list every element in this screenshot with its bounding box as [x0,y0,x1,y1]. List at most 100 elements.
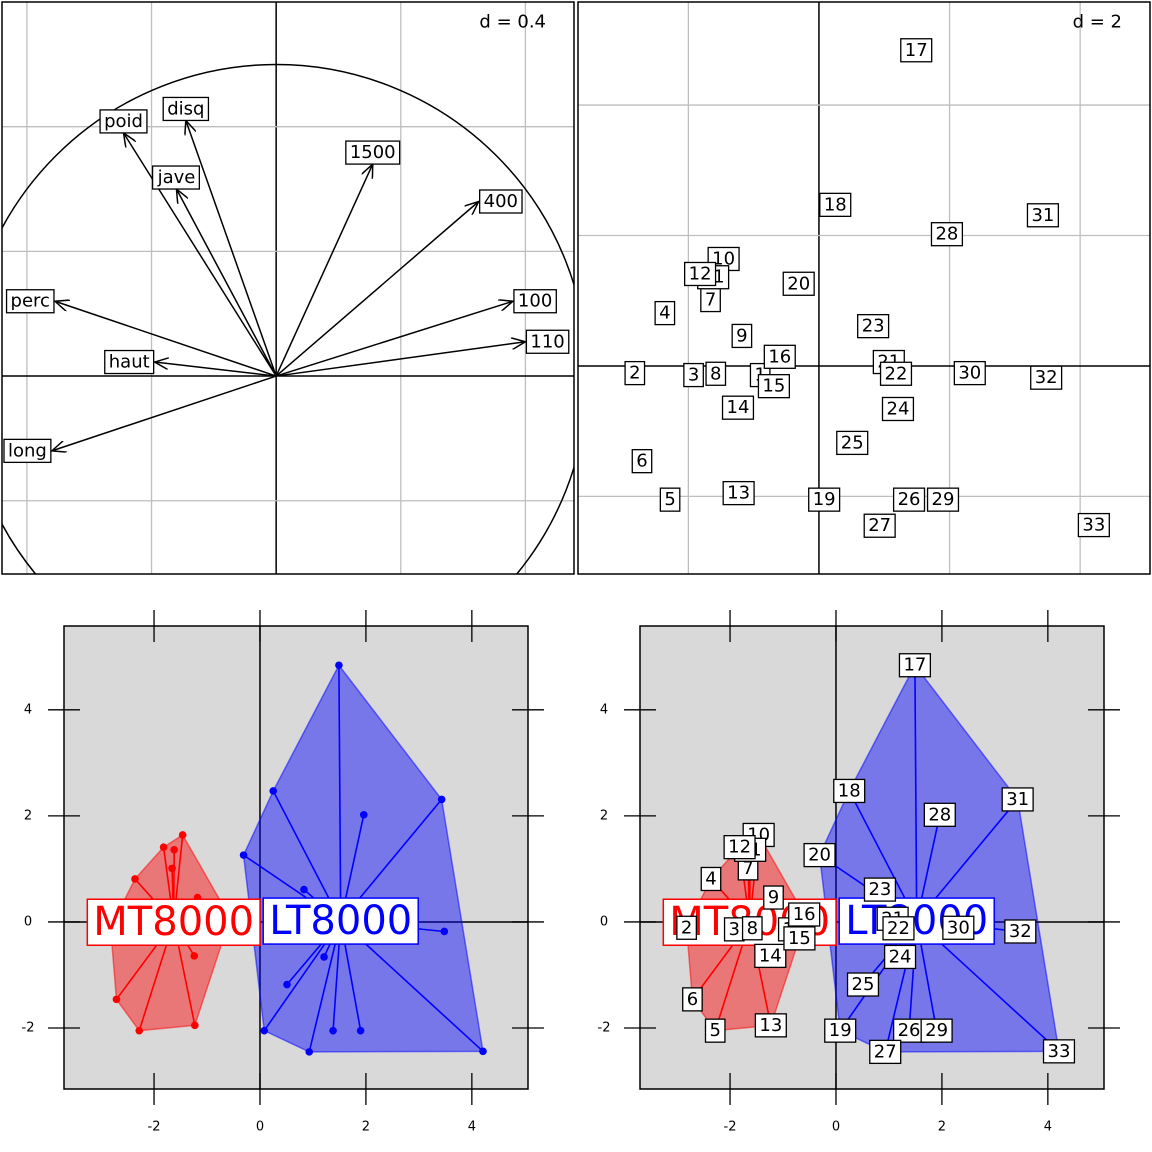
point-label: 26 [898,489,921,510]
point-label-box [1042,1039,1076,1064]
point-label: 20 [787,273,810,294]
point-label-box [704,1018,726,1043]
variable-label-box [5,289,55,314]
point-label: 32 [1009,921,1032,942]
point-label-box [923,802,956,827]
point-label: 24 [889,946,912,967]
variable-label: long [8,440,47,461]
point-label: 10 [712,248,735,269]
point-label-box [863,513,896,538]
point-label-box [1030,365,1063,390]
point-label-box [659,487,681,512]
point-label: 29 [932,489,955,510]
point [112,995,121,1004]
point [329,1026,337,1035]
point [178,831,187,839]
point [191,1021,199,1030]
point-label: 16 [768,346,791,367]
point-label: 5 [664,489,675,510]
point-label: 8 [710,363,721,384]
point-label: 23 [868,879,891,900]
variable-label-box [513,289,557,314]
scale-annotation: d = 2 [1073,12,1122,33]
point-label: 18 [824,194,847,215]
point [437,795,446,804]
point [320,953,328,961]
point [335,661,343,670]
point [135,1026,144,1035]
point [359,811,368,819]
point [479,1047,487,1056]
plot-area: long perc haut poid disq jave 100 110 400 1500 [2,2,574,574]
point-label-box [857,314,890,339]
point-label: 24 [887,398,910,419]
point-label: 7 [705,290,716,311]
variable-label-box [99,109,148,134]
panel: MT8000LT80001234567891011121314151617181… [598,610,1120,1135]
variable-label: disq [167,98,204,119]
point-label-box [882,916,915,941]
loading-arrow [124,133,277,377]
point-label-box [676,915,697,940]
point-label-box [930,222,964,247]
variable-label: 110 [530,331,564,352]
point-label: 9 [768,887,779,908]
point-label: 19 [813,489,836,510]
loading-arrow [155,362,277,377]
point-label-box [624,360,646,386]
plot-area: 1234567891011121314151617181920212223242… [578,2,1150,574]
point-label: 26 [898,1020,921,1041]
variable-label: 100 [518,291,552,312]
variable-label: poid [104,111,143,132]
point-label-box [1026,203,1060,228]
x-tick-label: 0 [832,1120,840,1135]
panel: MT8000 LT8000 -2 0 2 4 -2 0 2 4 [22,610,544,1135]
loading-arrow [186,120,277,377]
y-tick-label: 4 [600,702,608,717]
point-label-box [1004,919,1037,944]
y-tick-label: 0 [24,914,32,929]
point [269,787,278,795]
point-label: 9 [736,325,747,346]
point-label: 4 [705,868,716,889]
variable-label-box [479,189,523,214]
point-label: 28 [928,804,951,825]
loading-arrow [275,201,479,377]
point-label: 6 [687,989,698,1010]
point-label: 15 [788,928,811,949]
variable-label-box [151,165,200,190]
point [170,846,178,854]
point [239,851,248,859]
point-label-box [754,1013,787,1038]
point-label: 33 [1082,515,1105,536]
point-label: 32 [1035,367,1058,388]
panel-frame [1,1,575,575]
scale-annotation: d = 0.4 [479,12,546,33]
point-label: 27 [874,1041,897,1062]
loading-arrow [275,301,513,377]
point-label: 22 [885,363,908,384]
variable-label: 1500 [350,142,396,163]
point [190,952,199,960]
point-label: 28 [935,224,958,245]
point-label-box [631,449,653,474]
panel-frame [639,625,1105,1090]
point-label: 4 [659,303,670,324]
point-label: 25 [852,974,875,995]
point-label-box [942,915,975,940]
point-label: 22 [887,918,910,939]
x-tick-label: 4 [468,1120,476,1135]
point-label-box [754,943,787,969]
point-label-box [881,396,915,422]
point-label: 7 [742,858,753,879]
point-label: 14 [727,397,750,418]
point [283,980,291,989]
variable-label-box [3,438,52,464]
variable-label: 400 [484,191,518,212]
point-label: 13 [727,483,750,504]
point-label: 3 [688,365,699,386]
point-label: 17 [905,40,928,61]
class-label-box [86,898,261,946]
point-label-box [819,192,852,217]
